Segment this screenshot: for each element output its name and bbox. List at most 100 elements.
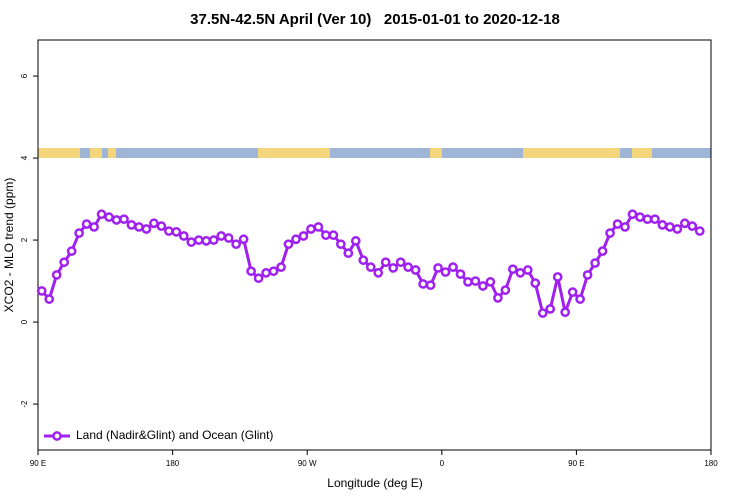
point xyxy=(178,231,189,241)
point xyxy=(455,269,466,279)
point xyxy=(208,235,219,245)
point xyxy=(149,218,159,229)
point xyxy=(276,262,286,272)
point xyxy=(268,266,279,277)
point xyxy=(141,224,152,234)
point xyxy=(36,286,47,296)
y-axis-label: XCO2 - MLO trend (ppm) xyxy=(2,178,16,313)
map-strip xyxy=(38,148,711,158)
point xyxy=(395,257,406,268)
y-tick-label: -2 xyxy=(20,400,29,408)
point xyxy=(373,268,384,278)
point xyxy=(410,265,421,275)
point xyxy=(425,280,436,291)
point xyxy=(246,266,256,277)
point xyxy=(650,214,660,225)
plot-frame xyxy=(37,39,712,451)
x-tick-label: 0 xyxy=(440,459,445,468)
x-tick-label: 90 E xyxy=(30,459,46,468)
point xyxy=(306,224,316,234)
point xyxy=(96,209,107,220)
y-tick-label: 2 xyxy=(20,237,29,242)
point xyxy=(134,222,144,232)
point xyxy=(298,231,309,241)
point xyxy=(485,277,496,287)
x-tick-label: 90 E xyxy=(568,459,584,468)
point xyxy=(672,224,683,234)
point xyxy=(291,234,301,245)
y-tick-label: 0 xyxy=(20,319,29,324)
point xyxy=(44,294,55,304)
x-tick-label: 90 W xyxy=(298,459,317,468)
point xyxy=(567,287,578,297)
point xyxy=(238,234,249,245)
point xyxy=(620,222,630,232)
x-axis-label: Longitude (deg E) xyxy=(327,476,422,490)
point xyxy=(500,285,511,295)
point xyxy=(470,276,481,286)
point xyxy=(522,265,533,275)
point xyxy=(223,233,234,243)
point xyxy=(261,268,271,278)
point xyxy=(343,248,354,259)
point xyxy=(104,212,114,222)
point xyxy=(380,257,391,268)
point xyxy=(612,219,623,229)
legend-label: Land (Nadir&Glint) and Ocean (Glint) xyxy=(76,428,273,442)
point xyxy=(328,230,339,241)
point xyxy=(590,258,600,268)
point xyxy=(478,281,488,291)
point xyxy=(313,222,324,232)
point xyxy=(642,214,653,225)
point xyxy=(687,221,698,231)
point xyxy=(283,239,294,250)
point xyxy=(433,263,443,273)
point xyxy=(388,263,399,273)
point xyxy=(358,255,369,266)
point xyxy=(66,246,77,256)
point xyxy=(694,226,705,236)
point xyxy=(186,237,197,247)
point xyxy=(111,215,122,225)
point xyxy=(231,239,242,250)
point xyxy=(597,246,608,256)
point xyxy=(665,222,675,232)
point xyxy=(448,262,458,272)
point xyxy=(156,221,167,231)
point xyxy=(515,268,526,278)
point xyxy=(89,222,99,232)
point xyxy=(560,307,571,318)
point xyxy=(657,220,668,230)
point xyxy=(350,236,361,246)
point xyxy=(493,293,503,303)
point xyxy=(537,308,548,318)
point xyxy=(126,220,137,230)
point xyxy=(201,236,212,246)
point xyxy=(171,227,182,237)
point xyxy=(463,277,473,287)
legend-marker xyxy=(52,431,62,441)
y-tick-label: 4 xyxy=(20,155,29,160)
point xyxy=(253,273,264,284)
point xyxy=(74,228,84,238)
point xyxy=(119,214,129,225)
point xyxy=(193,235,204,245)
point xyxy=(81,219,92,229)
point xyxy=(403,262,413,272)
point xyxy=(575,294,585,304)
point xyxy=(627,209,638,220)
point xyxy=(545,304,556,314)
x-tick-label: 180 xyxy=(704,459,718,468)
point xyxy=(530,278,541,288)
point xyxy=(635,212,645,222)
point xyxy=(605,228,615,238)
point xyxy=(51,270,62,280)
point xyxy=(418,279,428,289)
point xyxy=(582,270,593,280)
point xyxy=(552,272,563,282)
y-tick-label: 6 xyxy=(20,73,29,78)
point xyxy=(507,264,518,275)
chart-title: 37.5N-42.5N April (Ver 10) 2015-01-01 to… xyxy=(190,11,560,28)
x-tick-label: 180 xyxy=(166,459,180,468)
